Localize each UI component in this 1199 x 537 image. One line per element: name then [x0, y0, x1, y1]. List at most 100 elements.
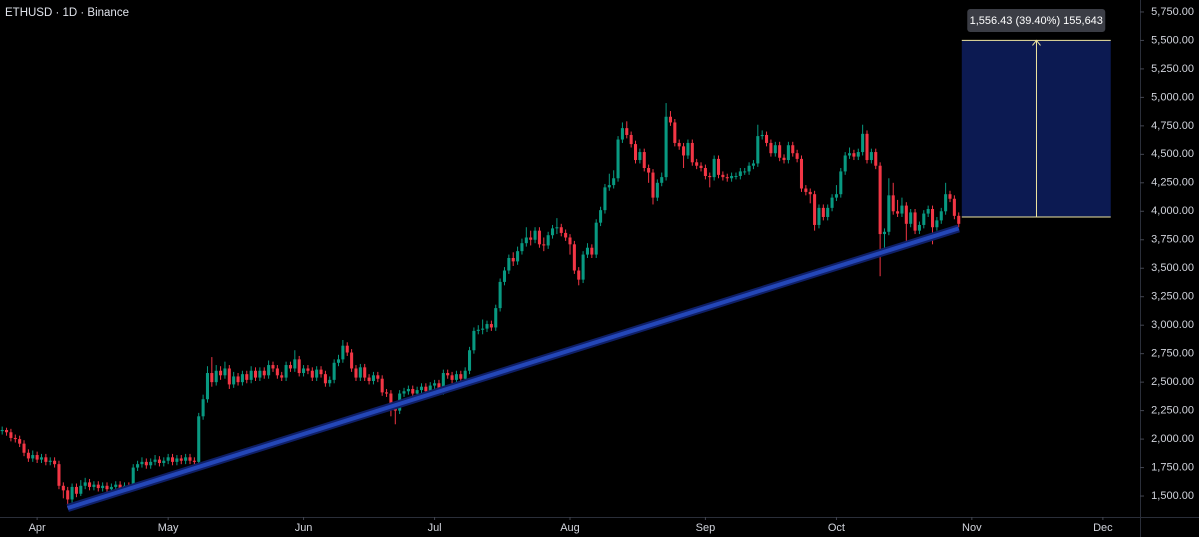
candle-body [450, 375, 454, 380]
candle-body [564, 232, 568, 238]
candle-body [315, 369, 319, 378]
candle-body [786, 145, 790, 161]
candle-body [227, 368, 231, 385]
candle-body [219, 370, 223, 376]
candle-body [433, 383, 437, 386]
candle-body [638, 152, 642, 161]
candle-body [363, 367, 367, 378]
candle-body [874, 152, 878, 166]
candle-body [354, 368, 358, 378]
candle-body [26, 452, 30, 459]
candle-body [328, 379, 332, 384]
candle-body [428, 385, 432, 392]
x-tick-label: Nov [962, 522, 982, 534]
measure-label: 1,556.43 (39.40%) 155,643 [970, 15, 1103, 27]
candle-body [96, 484, 100, 489]
candle-body [551, 228, 555, 236]
candle-body [852, 153, 856, 157]
y-tick-label: 3,750.00 [1151, 234, 1194, 246]
candle-body [197, 416, 201, 462]
candle-body [9, 432, 13, 438]
candle-body [201, 399, 205, 417]
candle-body [537, 230, 541, 245]
candle-body [948, 194, 952, 199]
candle-body [799, 158, 804, 189]
candle-body [171, 457, 175, 462]
candle-body [813, 194, 817, 225]
candle-body [782, 157, 786, 161]
candle-body [485, 324, 489, 329]
candle-body [730, 175, 734, 179]
candle-body [751, 163, 755, 166]
candle-body [542, 244, 546, 246]
candle-body [31, 455, 35, 459]
candle-body [944, 194, 948, 212]
candle-body [502, 270, 507, 282]
measure-arrowhead [1032, 39, 1041, 46]
candle-body [856, 152, 860, 157]
candle-body [922, 213, 926, 225]
candle-body [721, 174, 725, 178]
x-tick-label: Dec [1093, 522, 1113, 534]
candle-body [603, 187, 607, 211]
candle-body [699, 165, 703, 169]
x-tick-label: Sep [696, 522, 716, 534]
candle-body [118, 484, 122, 489]
y-tick-label: 3,250.00 [1151, 291, 1194, 303]
candle-body [454, 374, 458, 380]
candle-body [53, 460, 57, 465]
candle-body [817, 207, 821, 225]
candle-body [524, 237, 528, 244]
candle-body [297, 359, 301, 374]
y-tick-label: 3,500.00 [1151, 262, 1194, 274]
candle-body [0, 429, 4, 432]
candle-body [240, 374, 244, 383]
candle-body [878, 165, 882, 235]
y-tick-label: 2,500.00 [1151, 376, 1194, 388]
candle-body [625, 128, 629, 135]
candle-body [332, 362, 336, 380]
candle-body [83, 482, 87, 486]
candle-body [581, 254, 585, 280]
candle-body [57, 464, 61, 486]
candle-body [419, 386, 424, 391]
candle-body [157, 459, 161, 464]
candle-body [642, 152, 646, 169]
candle-body [166, 457, 170, 461]
candle-body [214, 370, 218, 383]
candle-body [61, 485, 65, 491]
candle-body [262, 370, 266, 376]
y-tick-label: 5,250.00 [1151, 63, 1194, 75]
candle-body [131, 467, 135, 487]
candle-body [682, 146, 686, 156]
candle-body [481, 328, 485, 330]
candle-body [424, 386, 428, 392]
candle-body [18, 439, 22, 444]
candle-body [834, 194, 838, 198]
candle-body [205, 373, 209, 400]
candle-body [935, 220, 939, 228]
candle-body [472, 330, 476, 351]
candle-body [415, 390, 419, 394]
candle-body [179, 458, 183, 461]
candle-body [389, 393, 393, 408]
candle-body [791, 145, 795, 154]
candle-body [101, 485, 105, 489]
candle-body [599, 210, 603, 223]
candle-body [882, 231, 887, 235]
y-tick-label: 1,500.00 [1151, 490, 1194, 502]
x-tick-label: Apr [29, 522, 46, 534]
candle-body [223, 368, 227, 376]
y-tick-label: 2,250.00 [1151, 405, 1194, 417]
candle-body [572, 244, 576, 271]
y-tick-label: 2,750.00 [1151, 348, 1194, 360]
measure-label-bg [967, 9, 1106, 32]
candle-body [821, 207, 825, 217]
candle-body [647, 168, 651, 173]
candle-body [830, 197, 834, 208]
candle-body [48, 460, 52, 462]
candle-body [5, 429, 9, 433]
candle-body [498, 281, 502, 309]
candle-body [660, 177, 664, 183]
